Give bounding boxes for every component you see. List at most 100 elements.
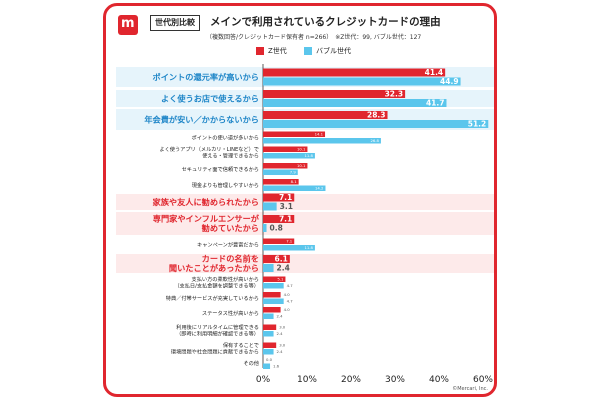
category-label: 支払い方の柔軟性が高いから: [192, 275, 259, 283]
category-label: 特典／付帯サービスが充実しているから: [166, 294, 259, 302]
bar-z: [263, 255, 290, 263]
legend-item-z: Z世代: [256, 46, 287, 56]
value-label-z: 10.1: [297, 163, 306, 168]
bar-z: [263, 324, 277, 330]
x-tick-label: 40%: [429, 375, 449, 385]
category-label: カードの名前を: [202, 254, 259, 264]
bar-z: [263, 179, 299, 185]
category-label: （支払日/支払金額を調整できる等）: [174, 282, 259, 290]
chart-subtitle: （複数回答/クレジットカード保有者 n=266） ※Z世代：99, バブル世代：…: [206, 34, 422, 41]
chart-card: m 世代別比較 メインで利用されているクレジットカードの理由 （複数回答/クレジ…: [103, 3, 497, 397]
value-label-bubble: 11.8: [304, 245, 313, 250]
category-label: よく使うアプリ（メルカリ・LINEなど）で: [159, 145, 259, 153]
bar-z: [263, 111, 388, 119]
bar-bubble: [263, 224, 267, 232]
value-label-bubble: 2.4: [277, 314, 284, 319]
bar-bubble: [263, 99, 447, 107]
category-label: 勧めていたから: [201, 223, 259, 233]
category-label: （即時に利用明細が確認できる等）: [176, 330, 259, 338]
legend-swatch-z: [256, 47, 264, 55]
bar-z: [263, 342, 277, 348]
legend-label-z: Z世代: [268, 47, 287, 55]
category-label: 利用後にリアルタイムに管理できる: [176, 323, 259, 331]
bar-bubble: [263, 169, 298, 175]
value-label-z: 5.1: [277, 277, 284, 282]
category-label: よく使うお店で使えるから: [161, 93, 259, 103]
bar-chart: 0% 10% 20% 30% 40% 60% ポイントの還元率が高いから 41.444.9 よく…: [116, 64, 494, 385]
value-label-bubble: 1.6: [273, 364, 280, 369]
bar-bubble: [263, 202, 277, 211]
bar-bubble: [263, 245, 315, 251]
highlight-band: [116, 194, 494, 210]
bar-z: [263, 163, 308, 169]
copyright: ©Mercari, Inc.: [452, 386, 488, 392]
category-label: 聞いたことがあったから: [169, 263, 259, 273]
bar-bubble: [263, 313, 274, 319]
category-label: 現金よりも管理しやすいから: [192, 181, 259, 189]
bar-bubble: [263, 363, 271, 369]
value-label-bubble: 51.2: [468, 120, 487, 129]
bar-bubble: [263, 298, 284, 304]
category-label: 家族や友人に勧められたから: [153, 197, 259, 207]
value-label-z: 4.0: [284, 307, 291, 312]
category-label: その他: [243, 359, 259, 367]
legend-label-bubble: バブル世代: [316, 47, 351, 55]
x-tick-label: 30%: [385, 375, 405, 385]
bar-z: [263, 90, 406, 98]
value-label-bubble: 44.9: [440, 77, 459, 86]
bar-bubble: [263, 153, 315, 159]
value-label-z: 3.0: [279, 343, 286, 348]
bar-z: [263, 307, 281, 313]
category-label: 環境問題や社会問題に貢献できるから: [171, 348, 259, 356]
x-tick-label: 60%: [473, 375, 493, 385]
value-label-z: 28.3: [367, 111, 386, 120]
category-label: ポイントの還元率が高いから: [153, 72, 259, 82]
value-label-z: 4.0: [284, 292, 291, 297]
value-label-bubble: 0.8: [270, 224, 283, 233]
mercari-logo: m: [118, 15, 138, 35]
value-label-z: 7.1: [279, 193, 292, 202]
value-label-z: 0.0: [266, 357, 273, 362]
bar-z: [263, 276, 286, 282]
bar-z: [263, 292, 281, 298]
value-label-z: 8.1: [291, 179, 298, 184]
bar-bubble: [263, 77, 461, 86]
value-label-z: 6.1: [275, 255, 288, 264]
category-label: 専門家やインフルエンサーが: [153, 214, 260, 224]
value-label-bubble: 7.9: [290, 170, 297, 175]
category-label: セキュリティ面で信頼できるから: [182, 165, 259, 173]
bar-bubble: [263, 349, 274, 355]
bar-bubble: [263, 185, 326, 191]
legend-swatch-bubble: [304, 47, 312, 55]
bar-z: [263, 131, 326, 137]
category-label: ステータス性が高いから: [202, 309, 259, 317]
value-label-z: 32.3: [385, 90, 404, 99]
value-label-bubble: 41.7: [426, 99, 445, 108]
bar-z: [263, 68, 446, 77]
bar-bubble: [263, 264, 274, 272]
value-label-bubble: 4.7: [287, 283, 294, 288]
category-label: キャンペーンが豊富だから: [197, 240, 259, 248]
category-label: 年会費が安い／かからないから: [144, 114, 259, 124]
value-label-z: 41.4: [425, 68, 444, 77]
value-label-z: 3.0: [279, 325, 286, 330]
value-label-bubble: 2.4: [277, 264, 290, 273]
value-label-bubble: 4.7: [287, 299, 294, 304]
category-label: ポイントの使い道が多いから: [192, 133, 259, 141]
bar-z: [263, 193, 295, 202]
value-label-bubble: 2.4: [277, 349, 284, 354]
category-label: 使える・管理できるから: [202, 152, 259, 160]
x-tick-label: 10%: [297, 375, 317, 385]
bar-bubble: [263, 120, 489, 128]
value-label-bubble: 3.1: [280, 202, 293, 211]
category-tag: 世代別比較: [150, 15, 200, 31]
logo-letter: m: [121, 16, 135, 31]
value-label-z: 7.1: [279, 215, 292, 224]
bar-z: [263, 238, 295, 244]
bar-bubble: [263, 283, 284, 289]
value-label-bubble: 14.2: [315, 186, 324, 191]
value-label-bubble: 2.4: [277, 331, 284, 336]
category-label: 保有することで: [223, 341, 259, 349]
bar-bubble: [263, 138, 381, 144]
value-label-z: 10.1: [297, 147, 306, 152]
